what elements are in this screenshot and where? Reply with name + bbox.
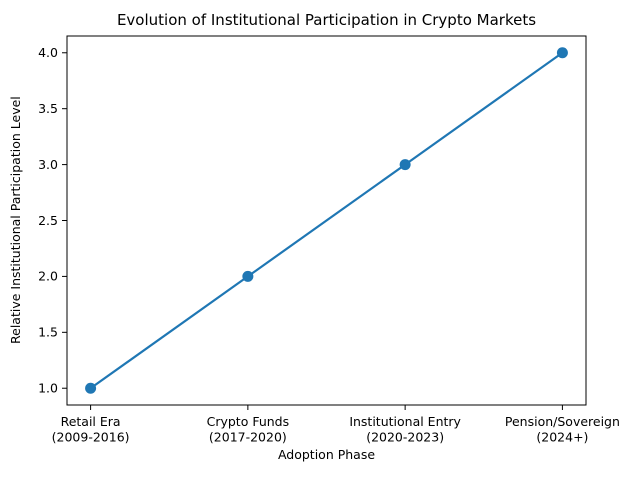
y-tick-label: 1.0: [38, 381, 58, 396]
y-tick-label: 4.0: [38, 45, 58, 60]
x-tick-label: (2020-2023): [366, 430, 444, 445]
x-tick-label: Pension/Sovereign: [505, 414, 620, 429]
x-tick-label: (2017-2020): [209, 430, 287, 445]
x-tick-label: Retail Era: [61, 414, 121, 429]
x-tick-label: Crypto Funds: [207, 414, 290, 429]
data-point-marker: [556, 47, 568, 59]
data-point-marker: [399, 159, 411, 171]
y-tick-label: 2.0: [38, 269, 58, 284]
data-point-marker: [85, 382, 97, 394]
y-tick-label: 3.0: [38, 157, 58, 172]
data-point-marker: [242, 270, 254, 282]
data-line: [89, 51, 564, 390]
chart-title: Evolution of Institutional Participation…: [116, 11, 537, 29]
y-tick-label: 1.5: [38, 325, 58, 340]
x-axis-label: Adoption Phase: [277, 447, 376, 462]
x-tick-label: Institutional Entry: [349, 414, 461, 429]
x-tick-label: (2024+): [536, 430, 588, 445]
y-tick-label: 3.5: [38, 101, 58, 116]
x-tick-label: (2009-2016): [52, 430, 130, 445]
y-tick-label: 2.5: [38, 213, 58, 228]
